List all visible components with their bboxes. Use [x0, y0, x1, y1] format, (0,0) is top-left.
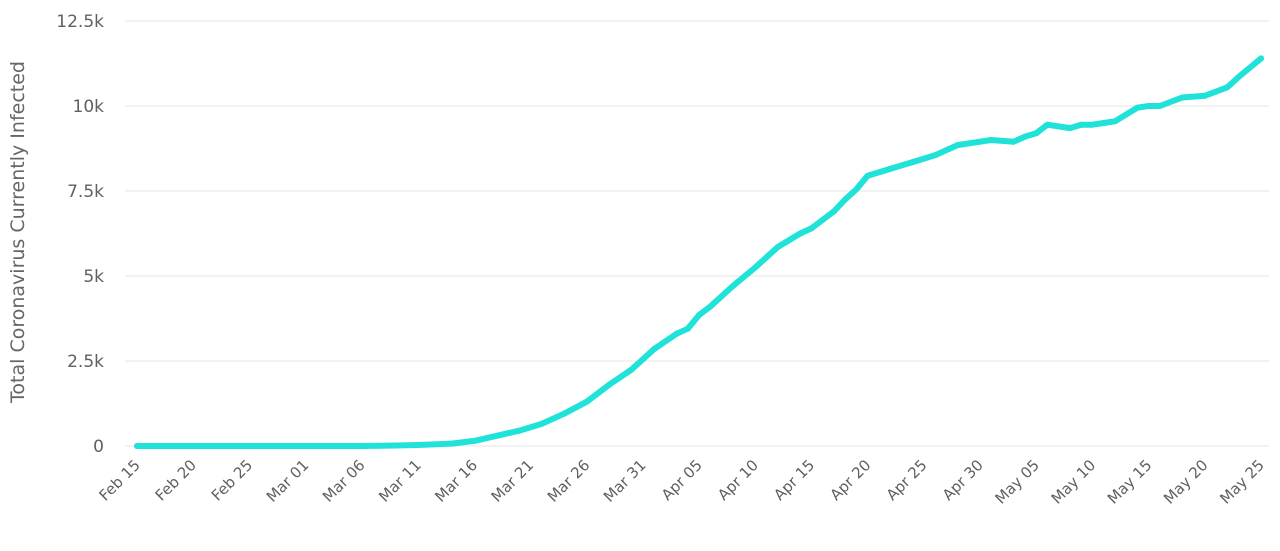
- series-line: [134, 55, 1264, 449]
- data-point: [1224, 84, 1231, 91]
- x-tick-label: Apr 15: [770, 456, 818, 504]
- y-axis-title: Total Coronavirus Currently Infected: [7, 61, 29, 404]
- x-tick-label: Mar 31: [600, 456, 650, 506]
- data-point: [707, 303, 714, 310]
- x-tick-label: Apr 30: [939, 456, 987, 504]
- x-tick-label: May 25: [1216, 456, 1268, 508]
- data-point: [302, 443, 309, 449]
- data-point: [1078, 121, 1085, 128]
- data-point: [358, 443, 365, 449]
- y-tick-label: 5k: [83, 267, 104, 287]
- data-point: [583, 398, 590, 405]
- data-point: [673, 330, 680, 337]
- series-layer: [134, 55, 1264, 449]
- x-tick-label: Apr 25: [883, 456, 931, 504]
- data-point: [887, 165, 894, 172]
- y-tick-label: 0: [93, 437, 104, 457]
- data-point: [1258, 55, 1264, 62]
- data-point: [246, 443, 253, 449]
- data-point: [774, 244, 781, 251]
- data-point: [909, 159, 916, 166]
- x-tick-label: Mar 26: [544, 456, 594, 506]
- x-axis-ticks: Feb 15 Feb 20 Feb 25 Mar 01 Mar 06 Mar 11 Mar …: [95, 456, 1267, 508]
- data-point: [1044, 121, 1051, 128]
- data-point: [752, 264, 759, 271]
- data-point: [932, 152, 938, 159]
- data-point: [1100, 120, 1107, 126]
- data-point: [651, 346, 657, 353]
- data-point: [1033, 130, 1040, 137]
- data-point: [1201, 92, 1208, 99]
- data-point: [977, 138, 983, 145]
- data-point: [842, 196, 849, 203]
- data-point: [1022, 133, 1028, 140]
- data-point: [471, 437, 478, 444]
- data-point: [684, 325, 691, 332]
- data-point: [1134, 104, 1141, 111]
- data-point: [415, 442, 421, 448]
- data-point: [729, 283, 736, 290]
- x-tick-label: May 15: [1104, 456, 1156, 508]
- data-point: [538, 420, 545, 427]
- x-tick-label: Feb 25: [208, 456, 256, 504]
- x-tick-label: Feb 20: [152, 456, 200, 504]
- data-point: [954, 142, 961, 149]
- y-tick-label: 12.5k: [56, 12, 104, 32]
- data-point: [1089, 121, 1096, 128]
- data-point: [392, 442, 399, 449]
- data-points: [134, 55, 1264, 449]
- gridlines: [125, 20, 1269, 447]
- data-point: [808, 225, 815, 232]
- data-point: [1156, 103, 1163, 109]
- y-tick-label: 2.5k: [67, 352, 104, 372]
- x-tick-label: Mar 16: [431, 456, 481, 506]
- x-tick-label: Apr 20: [826, 456, 874, 504]
- data-point: [853, 186, 860, 193]
- data-point: [864, 172, 871, 179]
- data-point: [988, 137, 995, 143]
- data-point: [1235, 74, 1242, 81]
- data-point: [606, 381, 613, 388]
- y-tick-label: 10k: [73, 97, 105, 117]
- data-point: [1111, 118, 1118, 125]
- data-point: [190, 443, 197, 449]
- y-axis-ticks: 0 2.5k 5k 7.5k 10k 12.5k: [56, 12, 104, 457]
- data-point: [134, 443, 140, 449]
- data-point: [1179, 94, 1186, 101]
- data-point: [493, 432, 500, 439]
- x-tick-label: May 10: [1048, 456, 1100, 508]
- x-tick-label: May 05: [991, 456, 1043, 508]
- data-point: [516, 427, 523, 434]
- data-point: [1145, 103, 1152, 109]
- x-tick-label: Mar 06: [319, 456, 369, 506]
- x-tick-label: Feb 15: [95, 456, 143, 504]
- data-point: [561, 410, 568, 417]
- data-point: [1010, 138, 1017, 145]
- x-tick-label: May 20: [1160, 456, 1212, 508]
- data-point: [448, 440, 455, 447]
- data-point: [797, 230, 804, 237]
- x-tick-label: Apr 05: [658, 456, 706, 504]
- data-point: [628, 366, 635, 373]
- x-tick-label: Mar 01: [263, 456, 313, 506]
- x-tick-label: Mar 11: [375, 456, 425, 506]
- y-tick-label: 7.5k: [67, 182, 104, 202]
- x-tick-label: Mar 21: [488, 456, 538, 506]
- data-point: [830, 208, 837, 215]
- data-point: [696, 312, 702, 319]
- data-point: [1066, 125, 1073, 132]
- x-tick-label: Apr 10: [714, 456, 762, 504]
